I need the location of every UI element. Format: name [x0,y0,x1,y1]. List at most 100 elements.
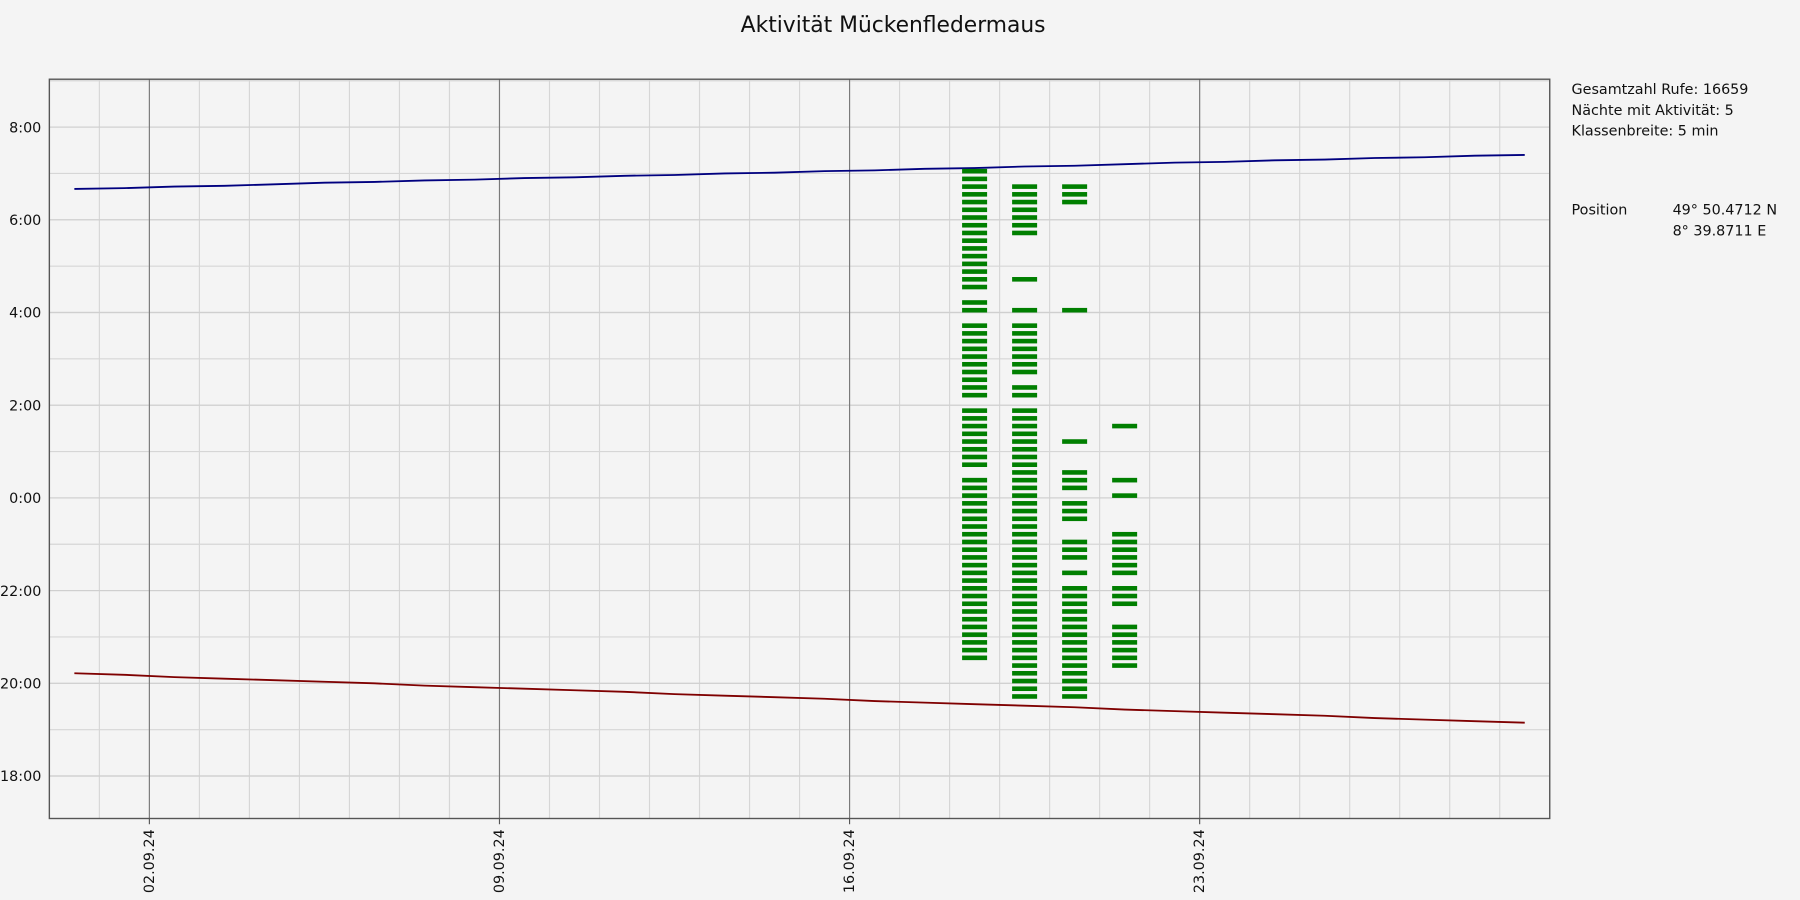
activity-bar [962,168,988,174]
activity-bar [1112,632,1138,637]
activity-bar [962,524,988,529]
activity-bar [1012,199,1038,205]
activity-bar [962,508,988,514]
activity-bar [1012,369,1038,375]
activity-bar [1012,446,1038,452]
activity-bar [962,346,988,352]
activity-bar [1012,416,1038,421]
activity-bar [1012,277,1038,282]
activity-bar [962,338,988,344]
activity-bar [1012,516,1038,522]
activity-bar [1062,694,1088,699]
y-tick-label: 0:00 [9,491,41,507]
activity-bar [1112,539,1138,545]
y-tick-label: 18:00 [0,769,41,785]
activity-bar [1012,547,1038,552]
sun-line [74,153,1525,190]
activity-bar [962,539,988,545]
activity-bar [1112,477,1138,483]
info-text: Gesamtzahl Rufe: 16659 [1572,82,1749,98]
activity-bar [1062,508,1088,514]
activity-bar [1062,192,1088,197]
activity-bar [962,555,988,560]
activity-bar [1012,361,1038,367]
activity-bar [1012,586,1038,591]
activity-bar [962,215,988,220]
activity-bar [1062,547,1088,552]
activity-bar [1012,578,1038,583]
activity-bar [962,361,988,367]
activity-bar [962,439,988,444]
activity-bar [1012,307,1038,313]
activity-bar [1062,501,1088,506]
activity-bar [1012,207,1038,213]
activity-bar [962,593,988,599]
activity-bar [1112,493,1138,498]
activity-bar [962,246,988,251]
activity-bar [1062,477,1088,483]
activity-bar [962,485,988,491]
activity-bar [962,570,988,576]
activity-bar [1012,562,1038,568]
activity-bar [1112,531,1138,537]
activity-bar [1062,632,1088,637]
activity-bar [1062,686,1088,692]
activity-bar [962,454,988,460]
activity-bar [1012,215,1038,220]
activity-bar [1112,562,1138,568]
activity-bar [1012,655,1038,661]
activity-bar [1012,184,1038,189]
y-tick-label: 4:00 [9,306,41,322]
activity-bar [1012,508,1038,514]
activity-bar [1112,647,1138,653]
activity-bar [962,616,988,622]
activity-bar [962,408,988,413]
activity-bar [1012,192,1038,197]
activity-bar [962,192,988,197]
activity-bar [1062,663,1088,668]
activity-bar [1112,547,1138,552]
activity-bar [1012,632,1038,637]
activity-bar [962,377,988,383]
activity-bar [962,199,988,205]
activity-bar [1112,586,1138,591]
activity-bar [1012,624,1038,630]
activity-bar [1062,586,1088,591]
activity-bar [962,462,988,468]
activity-bar [1112,593,1138,599]
activity-bar [962,423,988,429]
activity-bar [1012,385,1038,390]
activity-bar [1112,423,1138,429]
activity-bar [1012,331,1038,336]
activity-bar [1062,647,1088,653]
activity-bar [1062,199,1088,205]
activity-bar [1112,624,1138,630]
activity-bar [962,261,988,267]
activity-bar [962,238,988,243]
activity-bar [962,416,988,421]
activity-bar [1012,354,1038,359]
activity-bar [962,253,988,259]
y-tick-label: 20:00 [0,676,41,692]
activity-bar [1112,555,1138,560]
activity-bar [962,323,988,328]
activity-bar [962,562,988,568]
activity-bar [962,431,988,437]
activity-bar [1012,230,1038,236]
activity-bar [1012,501,1038,506]
activity-bar [1012,555,1038,560]
activity-bar [1012,439,1038,444]
activity-bar [1062,184,1088,189]
activity-bar [1012,678,1038,684]
activity-bar [962,354,988,359]
activity-bar [962,369,988,375]
activity-bar [962,609,988,614]
activity-bar [962,207,988,213]
activity-bar [962,331,988,336]
activity-bar [1062,609,1088,614]
sun-line [74,672,1525,724]
activity-bar [962,392,988,398]
activity-bar [1062,470,1088,475]
activity-bar [962,176,988,182]
